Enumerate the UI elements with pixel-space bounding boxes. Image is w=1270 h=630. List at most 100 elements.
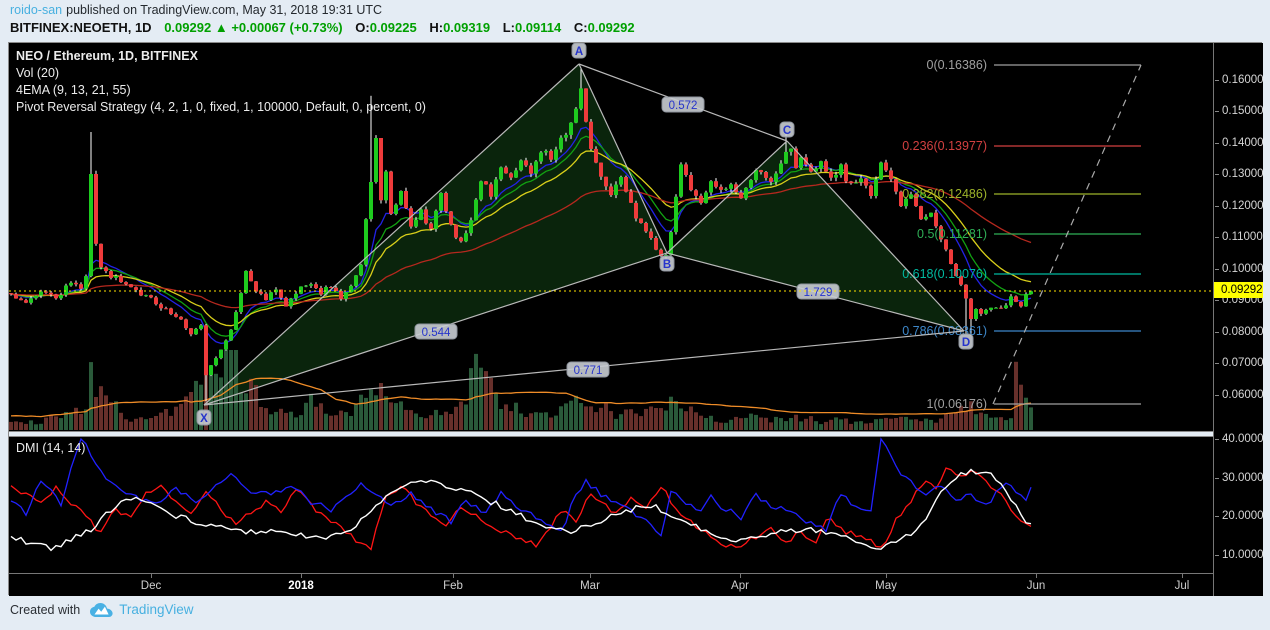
candle-body <box>574 108 578 123</box>
candle-body <box>239 293 243 312</box>
volume-bar <box>809 416 813 430</box>
volume-bar <box>324 413 328 430</box>
projection-dashed-line[interactable] <box>992 64 1142 405</box>
candle-body <box>504 167 508 174</box>
candle-wick <box>10 293 12 296</box>
volume-bar <box>14 421 18 430</box>
candle-body <box>894 179 898 192</box>
volume-bar <box>359 394 363 430</box>
candle-body <box>269 292 273 301</box>
volume-bar <box>34 424 38 430</box>
candle-body <box>604 176 608 187</box>
dmi-minus_di-line <box>10 467 1032 551</box>
volume-bar <box>304 402 308 430</box>
candle-body <box>599 162 603 177</box>
pattern-point-box-D[interactable] <box>958 333 974 350</box>
volume-bar <box>429 415 433 430</box>
volume-bar <box>979 412 983 430</box>
volume-bar <box>829 419 833 430</box>
candle-body <box>984 309 988 314</box>
volume-bar <box>774 416 778 430</box>
volume-bar <box>334 415 338 430</box>
candle-body <box>399 191 403 205</box>
volume-bar <box>524 417 528 430</box>
candle-body <box>714 181 718 187</box>
candle-body <box>99 243 103 268</box>
candle-body <box>249 270 253 282</box>
volume-bar <box>619 414 623 430</box>
time-axis[interactable]: Dec 2018 Feb Mar Apr May Jun Jul <box>9 573 1213 596</box>
ratio-label: 1.729 <box>804 287 833 299</box>
candle-body <box>159 304 163 309</box>
candle-body <box>509 173 513 178</box>
pattern-line-XA[interactable] <box>203 63 580 406</box>
volume-bar <box>629 409 633 430</box>
volume-bar <box>459 401 463 430</box>
volume-bar <box>729 419 733 430</box>
pattern-point-box-C[interactable] <box>779 121 795 138</box>
volume-bar <box>544 412 548 430</box>
candle-body <box>594 148 598 163</box>
author-link[interactable]: roido-san <box>10 3 63 17</box>
volume-bar <box>634 413 638 430</box>
candle-body <box>929 212 933 217</box>
candle-body <box>149 295 153 298</box>
volume-bar <box>69 412 73 430</box>
volume-bar <box>899 416 903 430</box>
candle-body <box>589 121 593 149</box>
price-axis[interactable]: 0.16000 0.15000 0.14000 0.13000 0.12000 0.110… <box>1213 43 1264 596</box>
volume-bar <box>864 423 868 430</box>
candle-body <box>39 291 43 296</box>
volume-bar <box>919 421 923 430</box>
volume-bar <box>439 415 443 430</box>
pattern-line-BC[interactable] <box>666 140 788 254</box>
pattern-line-AB[interactable] <box>578 63 668 254</box>
volume-bar <box>19 422 23 430</box>
pattern-point-box-X[interactable] <box>196 409 212 426</box>
candle-body <box>754 170 758 181</box>
volume-bar <box>299 415 303 430</box>
time-tick-mark <box>453 574 454 578</box>
volume-bar <box>509 411 513 430</box>
symbol-label[interactable]: BITFINEX:NEOETH, 1D <box>10 20 152 35</box>
volume-bar <box>669 396 673 430</box>
candle-body <box>939 226 943 240</box>
published-text: published on TradingView.com, May 31, 20… <box>66 3 383 17</box>
volume-bar <box>924 418 928 430</box>
main-chart-pane[interactable]: 0(0.16386) 0.236(0.13977) 0.382(0.12486) 0.… <box>9 42 1213 432</box>
candle-body <box>209 365 213 376</box>
tradingview-link[interactable]: TradingView <box>119 602 194 617</box>
dmi-pane[interactable] <box>9 436 1213 573</box>
candle-body <box>489 184 493 197</box>
volume-bar <box>179 403 183 430</box>
volume-bar <box>389 402 393 430</box>
candle-body <box>634 202 638 219</box>
pattern-point-box-A[interactable] <box>571 42 587 59</box>
pattern-point-box-B[interactable] <box>659 255 675 272</box>
candle-body <box>484 181 488 185</box>
candle-body <box>29 298 33 303</box>
dmi-svg[interactable] <box>9 437 1213 573</box>
volume-bar <box>379 383 383 430</box>
volume-bar <box>889 418 893 430</box>
volume-bar <box>154 416 158 430</box>
chart-frame: 0(0.16386) 0.236(0.13977) 0.382(0.12486) 0.… <box>8 42 1264 596</box>
candle-body <box>74 282 78 285</box>
candle-body <box>439 193 443 211</box>
pattern-line-CD[interactable] <box>786 140 965 332</box>
candle-body <box>514 170 518 178</box>
volume-bar <box>139 417 143 430</box>
volume-bar <box>769 422 773 430</box>
volume-bar <box>1009 418 1013 430</box>
volume-bar <box>719 422 723 430</box>
volume-bar <box>89 362 93 430</box>
candle-body <box>934 212 938 227</box>
candle-body <box>184 319 188 329</box>
candle-body <box>689 175 693 191</box>
time-tick-mark <box>301 574 302 578</box>
tradingview-logo-icon[interactable] <box>90 602 113 617</box>
up-arrow-icon: ▲ <box>214 20 228 35</box>
candle-body <box>834 174 838 178</box>
candle-body <box>234 312 238 330</box>
main-chart-svg[interactable]: 0(0.16386) 0.236(0.13977) 0.382(0.12486) 0.… <box>9 42 1213 431</box>
